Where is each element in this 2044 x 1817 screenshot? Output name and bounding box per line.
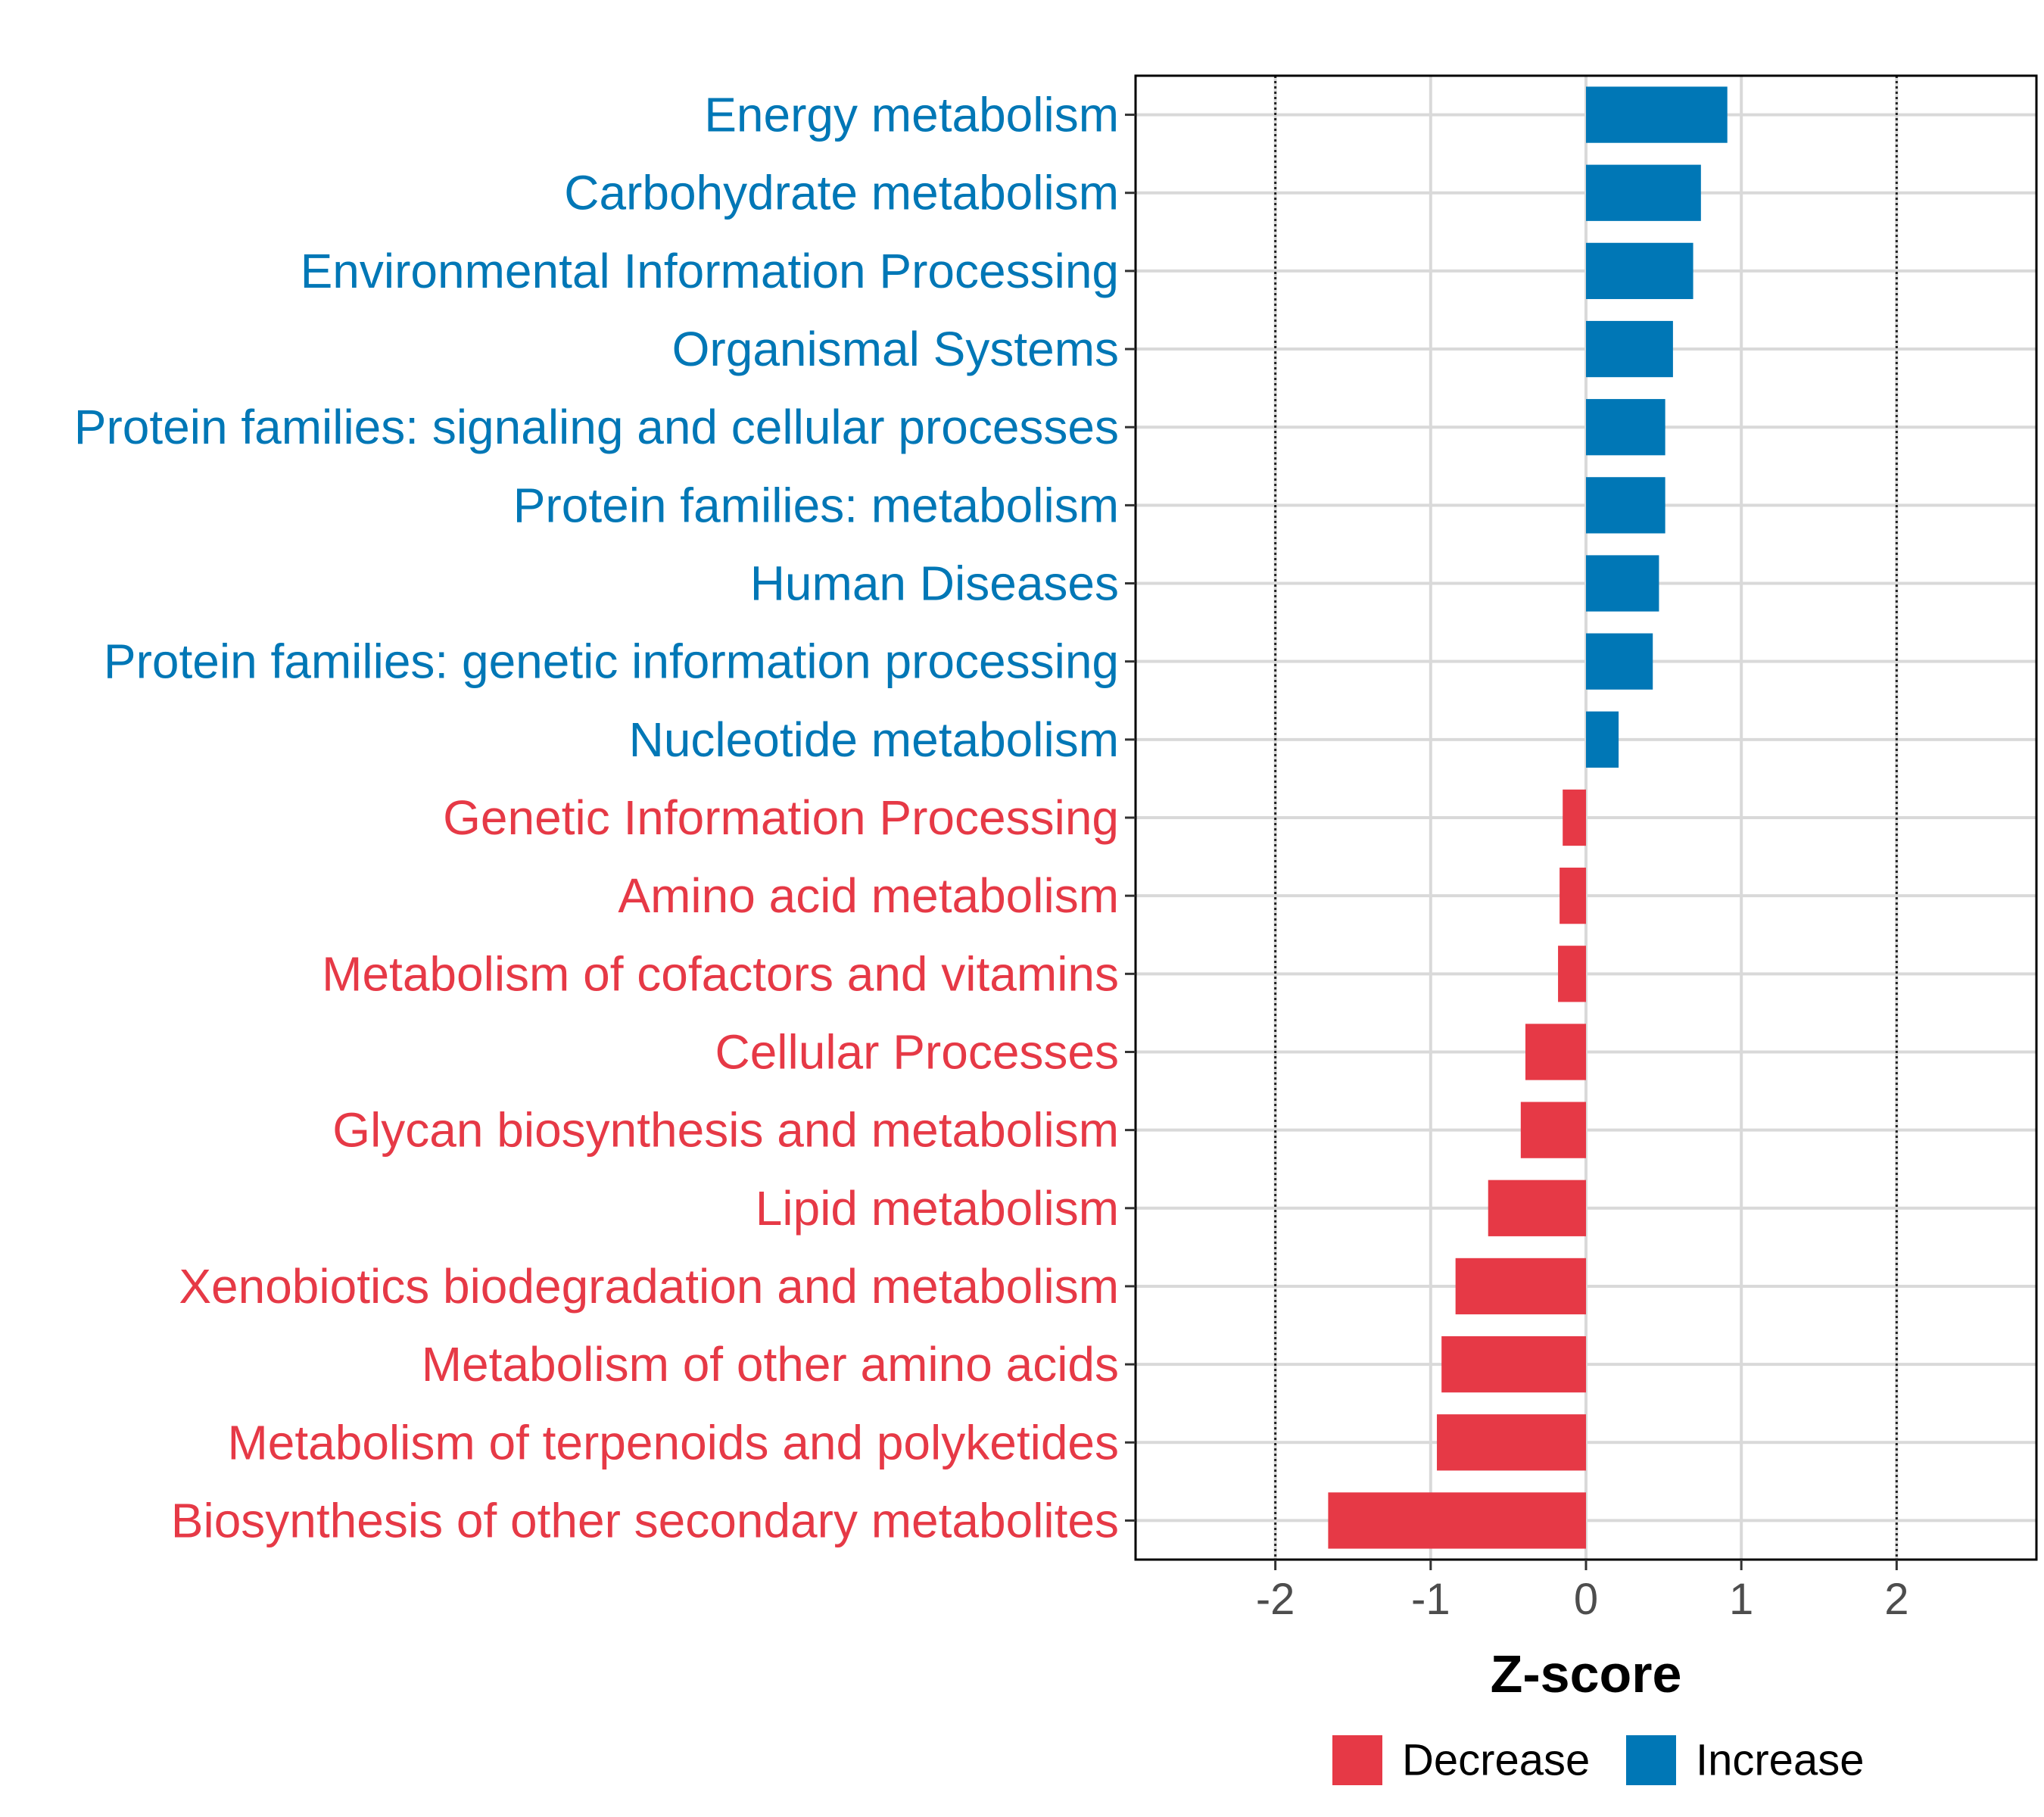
bar — [1586, 320, 1673, 378]
bar — [1586, 633, 1653, 690]
x-tick-label: 1 — [1729, 1575, 1753, 1624]
legend-swatch — [1626, 1735, 1676, 1785]
legend-label: Increase — [1696, 1736, 1864, 1785]
y-tick-label: Metabolism of terpenoids and polyketides — [227, 1415, 1119, 1469]
y-tick-label: Metabolism of other amino acids — [422, 1337, 1119, 1392]
x-tick-label: -2 — [1256, 1575, 1295, 1624]
bar — [1455, 1258, 1586, 1315]
bar — [1586, 86, 1728, 143]
x-axis-ticks: -2 -1 0 1 2 — [1256, 1560, 1908, 1624]
y-tick-label: Nucleotide metabolism — [629, 712, 1119, 767]
bar — [1559, 868, 1586, 924]
y-tick-label: Metabolism of cofactors and vitamins — [322, 946, 1119, 1001]
bar — [1488, 1180, 1586, 1236]
y-tick-label: Carbohydrate metabolism — [564, 166, 1119, 220]
y-tick-label: Energy metabolism — [704, 88, 1119, 142]
reference-lines — [1274, 76, 1898, 1560]
x-tick-label: 2 — [1884, 1575, 1908, 1624]
legend-swatch — [1332, 1735, 1382, 1785]
bar — [1525, 1024, 1586, 1080]
y-tick-label: Human Diseases — [750, 556, 1119, 611]
x-axis-title: Z-score — [1491, 1644, 1682, 1703]
bar — [1563, 789, 1586, 846]
y-tick-label: Lipid metabolism — [756, 1181, 1119, 1236]
bar — [1558, 946, 1586, 1002]
y-tick-label: Glycan biosynthesis and metabolism — [332, 1103, 1119, 1158]
bar — [1586, 711, 1619, 768]
y-tick-label: Biosynthesis of other secondary metaboli… — [171, 1493, 1119, 1547]
y-tick-label: Amino acid metabolism — [618, 868, 1119, 923]
bar — [1328, 1492, 1586, 1549]
legend: Decrease Increase — [1332, 1735, 1864, 1785]
bar — [1437, 1414, 1586, 1471]
legend-label: Decrease — [1402, 1736, 1590, 1785]
bar — [1586, 399, 1665, 456]
y-tick-label: Cellular Processes — [715, 1024, 1119, 1079]
bar — [1520, 1102, 1586, 1158]
bars — [1328, 86, 1728, 1549]
y-axis-ticks: Energy metabolism Carbohydrate metabolism… — [74, 88, 1136, 1547]
y-tick-label: Protein families: metabolism — [513, 478, 1119, 532]
bar — [1586, 164, 1701, 221]
y-tick-label: Environmental Information Processing — [301, 244, 1119, 298]
y-tick-label: Xenobiotics biodegradation and metabolis… — [179, 1259, 1119, 1314]
bar — [1441, 1335, 1586, 1393]
y-tick-label: Organismal Systems — [672, 322, 1119, 376]
y-tick-label: Genetic Information Processing — [443, 790, 1119, 845]
bar — [1586, 477, 1665, 534]
x-tick-label: 0 — [1574, 1575, 1598, 1624]
y-tick-label: Protein families: genetic information pr… — [104, 634, 1119, 689]
bar — [1586, 555, 1659, 612]
y-tick-label: Protein families: signaling and cellular… — [74, 400, 1119, 454]
bar — [1586, 242, 1693, 300]
x-tick-label: -1 — [1411, 1575, 1450, 1624]
